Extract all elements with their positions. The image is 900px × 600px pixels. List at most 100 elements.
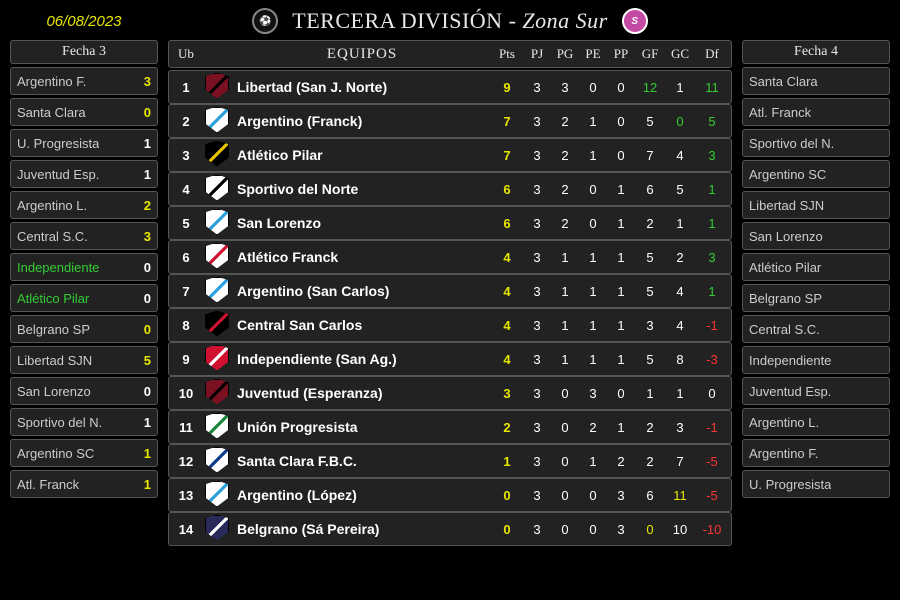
cell-df: -5 — [695, 454, 729, 469]
cell-df: 0 — [695, 386, 729, 401]
fixture-team-name: Atlético Pilar — [749, 260, 821, 275]
cell-pp: 3 — [607, 522, 635, 537]
fixture-team-line: Central S.C.3 — [10, 222, 158, 250]
cell-team-name: Libertad (San J. Norte) — [233, 79, 491, 95]
cell-pg: 2 — [551, 114, 579, 129]
cell-crest — [201, 447, 233, 476]
cell-gf: 0 — [635, 522, 665, 537]
fixture-team-name: San Lorenzo — [17, 384, 91, 399]
cell-pts: 7 — [491, 114, 523, 129]
cell-pp: 0 — [607, 386, 635, 401]
th-pe: PE — [579, 46, 607, 62]
cell-gf: 3 — [635, 318, 665, 333]
cell-pos: 14 — [171, 522, 201, 537]
cell-pts: 7 — [491, 148, 523, 163]
cell-gf: 1 — [635, 386, 665, 401]
cell-pe: 0 — [579, 522, 607, 537]
cell-gc: 7 — [665, 454, 695, 469]
th-pp: PP — [607, 46, 635, 62]
cell-pg: 0 — [551, 522, 579, 537]
fixture-team-score: 1 — [139, 167, 151, 182]
cell-df: 3 — [695, 148, 729, 163]
fixture-team-line: Argentino SC — [742, 160, 890, 188]
cell-pe: 0 — [579, 80, 607, 95]
cell-pj: 3 — [523, 182, 551, 197]
cell-team-name: Juventud (Esperanza) — [233, 385, 491, 401]
cell-pts: 4 — [491, 318, 523, 333]
fixture-team-line: Belgrano SP — [742, 284, 890, 312]
cell-team-name: Santa Clara F.B.C. — [233, 453, 491, 469]
cell-gf: 2 — [635, 420, 665, 435]
fixture-team-name: Sportivo del N. — [17, 415, 102, 430]
table-row: 5San Lorenzo63201211 — [168, 206, 732, 240]
table-row: 11Unión Progresista2302123-1 — [168, 410, 732, 444]
cell-crest — [201, 243, 233, 272]
cell-pos: 5 — [171, 216, 201, 231]
cell-pts: 6 — [491, 216, 523, 231]
cell-df: 3 — [695, 250, 729, 265]
cell-pg: 2 — [551, 148, 579, 163]
match: Argentino L.2Central S.C.3 — [10, 191, 158, 253]
fixture-team-line: San Lorenzo — [742, 222, 890, 250]
fixture-team-score: 1 — [139, 446, 151, 461]
fixture-team-score: 3 — [139, 74, 151, 89]
fixture-team-name: Central S.C. — [749, 322, 820, 337]
cell-pg: 3 — [551, 80, 579, 95]
cell-gc: 1 — [665, 80, 695, 95]
match: Belgrano SP0Libertad SJN5 — [10, 315, 158, 377]
cell-gc: 1 — [665, 386, 695, 401]
competition-title: TERCERA DIVISIÓN - Zona Sur — [292, 8, 607, 34]
cell-team-name: Argentino (López) — [233, 487, 491, 503]
fixture-team-name: Santa Clara — [17, 105, 86, 120]
cell-pe: 1 — [579, 284, 607, 299]
match: Atlético Pilar Belgrano SP — [742, 253, 890, 315]
cell-pts: 9 — [491, 80, 523, 95]
fixture-team-name: Belgrano SP — [749, 291, 822, 306]
match: Argentino F.3Santa Clara0 — [10, 67, 158, 129]
fixture-team-line: Central S.C. — [742, 315, 890, 343]
fixture-team-name: Atl. Franck — [749, 105, 811, 120]
cell-pos: 1 — [171, 80, 201, 95]
cell-pg: 0 — [551, 386, 579, 401]
cell-pp: 1 — [607, 420, 635, 435]
cell-crest — [201, 515, 233, 544]
th-df: Df — [695, 46, 729, 62]
cell-df: -3 — [695, 352, 729, 367]
cell-pe: 1 — [579, 352, 607, 367]
th-equipos: EQUIPOS — [233, 46, 491, 63]
cell-gc: 1 — [665, 216, 695, 231]
cell-gc: 2 — [665, 250, 695, 265]
table-row: 6Atlético Franck43111523 — [168, 240, 732, 274]
cell-pj: 3 — [523, 420, 551, 435]
fixture-team-name: Juventud Esp. — [749, 384, 831, 399]
fixture-team-line: Atl. Franck — [742, 98, 890, 126]
cell-pg: 1 — [551, 318, 579, 333]
cell-pe: 1 — [579, 318, 607, 333]
fixture-team-line: Libertad SJN — [742, 191, 890, 219]
cell-team-name: Sportivo del Norte — [233, 181, 491, 197]
fixture-team-name: Argentino F. — [749, 446, 818, 461]
cell-gf: 5 — [635, 250, 665, 265]
fixture-team-name: Argentino SC — [17, 446, 94, 461]
match: San Lorenzo0Sportivo del N.1 — [10, 377, 158, 439]
fixture-team-score: 0 — [139, 291, 151, 306]
fixture-team-line: Argentino L. — [742, 408, 890, 436]
fixture-team-name: Argentino F. — [17, 74, 86, 89]
cell-pp: 1 — [607, 182, 635, 197]
cell-df: 1 — [695, 182, 729, 197]
fixture-team-name: Libertad SJN — [17, 353, 92, 368]
cell-pos: 9 — [171, 352, 201, 367]
table-row: 8Central San Carlos4311134-1 — [168, 308, 732, 342]
table-row: 4Sportivo del Norte63201651 — [168, 172, 732, 206]
cell-crest — [201, 311, 233, 340]
cell-pos: 12 — [171, 454, 201, 469]
cell-pe: 0 — [579, 182, 607, 197]
table-row: 14Belgrano (Sá Pereira)03003010-10 — [168, 512, 732, 546]
cell-pe: 1 — [579, 454, 607, 469]
cell-pj: 3 — [523, 488, 551, 503]
cell-gf: 5 — [635, 352, 665, 367]
fixture-right-header: Fecha 4 — [742, 40, 890, 64]
cell-gc: 11 — [665, 488, 695, 503]
fixture-team-name: Sportivo del N. — [749, 136, 834, 151]
th-pg: PG — [551, 46, 579, 62]
